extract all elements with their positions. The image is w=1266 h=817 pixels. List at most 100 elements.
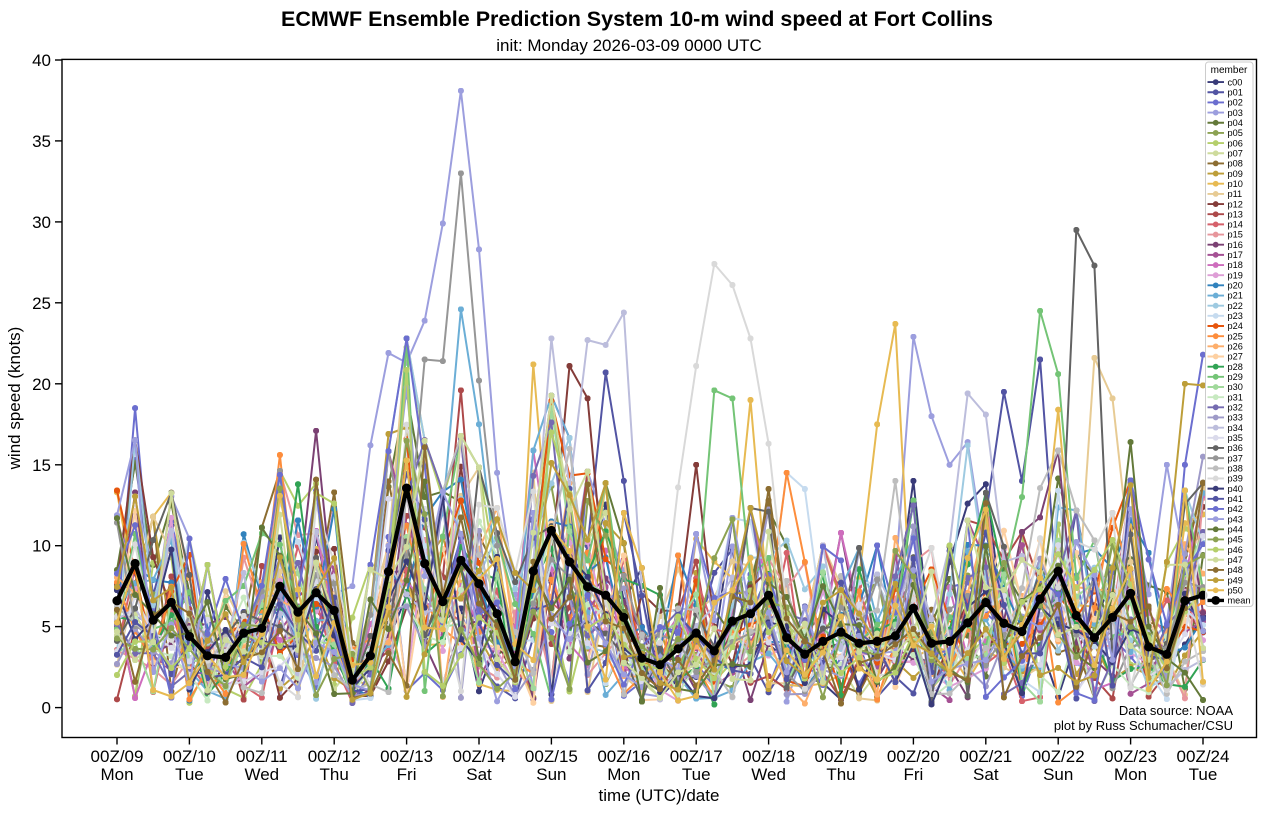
svg-text:p09: p09 — [1228, 169, 1243, 179]
svg-text:p45: p45 — [1228, 535, 1243, 545]
svg-text:Sat: Sat — [973, 765, 999, 784]
svg-text:p47: p47 — [1228, 555, 1243, 565]
svg-text:p18: p18 — [1228, 260, 1243, 270]
svg-text:p37: p37 — [1228, 453, 1243, 463]
svg-text:c00: c00 — [1228, 77, 1243, 87]
svg-text:p30: p30 — [1228, 382, 1243, 392]
svg-text:plot by Russ Schumacher/CSU: plot by Russ Schumacher/CSU — [1054, 718, 1233, 733]
svg-text:p01: p01 — [1228, 87, 1243, 97]
svg-text:00Z/23: 00Z/23 — [1104, 747, 1157, 766]
svg-text:p34: p34 — [1228, 423, 1243, 433]
svg-text:10: 10 — [32, 537, 51, 556]
svg-text:00Z/12: 00Z/12 — [308, 747, 361, 766]
svg-text:25: 25 — [32, 294, 51, 313]
svg-text:p49: p49 — [1228, 575, 1243, 585]
svg-text:Fri: Fri — [397, 765, 417, 784]
svg-text:p10: p10 — [1228, 179, 1243, 189]
svg-text:p35: p35 — [1228, 433, 1243, 443]
svg-text:20: 20 — [32, 375, 51, 394]
svg-text:35: 35 — [32, 132, 51, 151]
svg-text:0: 0 — [42, 699, 51, 718]
svg-text:40: 40 — [32, 51, 51, 70]
svg-text:Fri: Fri — [903, 765, 923, 784]
svg-text:00Z/13: 00Z/13 — [380, 747, 433, 766]
svg-text:5: 5 — [42, 618, 51, 637]
svg-text:p21: p21 — [1228, 291, 1243, 301]
svg-text:time (UTC)/date: time (UTC)/date — [599, 786, 720, 805]
svg-text:p33: p33 — [1228, 413, 1243, 423]
svg-text:Wed: Wed — [244, 765, 279, 784]
svg-text:Thu: Thu — [826, 765, 855, 784]
svg-text:p04: p04 — [1228, 118, 1243, 128]
svg-text:p20: p20 — [1228, 281, 1243, 291]
svg-text:member: member — [1211, 65, 1248, 76]
svg-text:00Z/18: 00Z/18 — [742, 747, 795, 766]
svg-text:p05: p05 — [1228, 128, 1243, 138]
svg-text:00Z/17: 00Z/17 — [670, 747, 723, 766]
svg-text:p26: p26 — [1228, 342, 1243, 352]
svg-text:p15: p15 — [1228, 230, 1243, 240]
svg-text:p43: p43 — [1228, 514, 1243, 524]
svg-text:Tue: Tue — [682, 765, 711, 784]
svg-text:Mon: Mon — [607, 765, 640, 784]
svg-text:Sun: Sun — [1043, 765, 1073, 784]
svg-text:Data source: NOAA: Data source: NOAA — [1119, 703, 1233, 718]
svg-text:p50: p50 — [1228, 585, 1243, 595]
svg-text:Mon: Mon — [1114, 765, 1147, 784]
svg-text:p48: p48 — [1228, 565, 1243, 575]
svg-text:Sat: Sat — [466, 765, 492, 784]
svg-text:15: 15 — [32, 456, 51, 475]
svg-text:00Z/21: 00Z/21 — [959, 747, 1012, 766]
svg-text:p29: p29 — [1228, 372, 1243, 382]
svg-text:p24: p24 — [1228, 321, 1243, 331]
svg-text:00Z/14: 00Z/14 — [453, 747, 506, 766]
svg-text:p11: p11 — [1228, 189, 1243, 199]
svg-text:p42: p42 — [1228, 504, 1243, 514]
svg-text:30: 30 — [32, 213, 51, 232]
svg-text:p31: p31 — [1228, 392, 1243, 402]
svg-text:00Z/15: 00Z/15 — [525, 747, 578, 766]
svg-text:p40: p40 — [1228, 484, 1243, 494]
svg-text:p12: p12 — [1228, 199, 1243, 209]
svg-text:p14: p14 — [1228, 220, 1243, 230]
svg-text:p07: p07 — [1228, 148, 1243, 158]
svg-text:p16: p16 — [1228, 240, 1243, 250]
svg-text:00Z/11: 00Z/11 — [236, 747, 288, 766]
svg-text:p13: p13 — [1228, 209, 1243, 219]
svg-text:Mon: Mon — [100, 765, 133, 784]
svg-text:Sun: Sun — [536, 765, 566, 784]
svg-text:mean: mean — [1228, 596, 1251, 606]
svg-text:p03: p03 — [1228, 108, 1243, 118]
svg-text:00Z/16: 00Z/16 — [597, 747, 650, 766]
svg-text:p02: p02 — [1228, 98, 1243, 108]
svg-text:p27: p27 — [1228, 352, 1243, 362]
svg-text:p28: p28 — [1228, 362, 1243, 372]
svg-text:p36: p36 — [1228, 443, 1243, 453]
svg-text:p38: p38 — [1228, 463, 1243, 473]
svg-text:p17: p17 — [1228, 250, 1243, 260]
svg-text:Wed: Wed — [751, 765, 786, 784]
svg-text:p46: p46 — [1228, 545, 1243, 555]
svg-text:wind speed (knots): wind speed (knots) — [5, 327, 24, 471]
svg-text:00Z/09: 00Z/09 — [91, 747, 144, 766]
svg-text:Tue: Tue — [175, 765, 204, 784]
svg-text:p19: p19 — [1228, 270, 1243, 280]
svg-text:p32: p32 — [1228, 403, 1243, 413]
svg-text:00Z/10: 00Z/10 — [163, 747, 216, 766]
svg-text:p41: p41 — [1228, 494, 1243, 504]
svg-text:p39: p39 — [1228, 474, 1243, 484]
svg-text:p23: p23 — [1228, 311, 1243, 321]
svg-text:00Z/22: 00Z/22 — [1032, 747, 1085, 766]
svg-text:00Z/19: 00Z/19 — [815, 747, 868, 766]
svg-text:ECMWF Ensemble Prediction Syst: ECMWF Ensemble Prediction System 10-m wi… — [281, 7, 993, 31]
svg-text:00Z/24: 00Z/24 — [1177, 747, 1230, 766]
svg-text:p22: p22 — [1228, 301, 1243, 311]
svg-text:Thu: Thu — [320, 765, 349, 784]
svg-text:Tue: Tue — [1189, 765, 1218, 784]
svg-text:p06: p06 — [1228, 138, 1243, 148]
svg-text:p44: p44 — [1228, 524, 1243, 534]
svg-text:p08: p08 — [1228, 159, 1243, 169]
svg-text:init: Monday 2026-03-09 0000 U: init: Monday 2026-03-09 0000 UTC — [496, 36, 762, 55]
svg-text:00Z/20: 00Z/20 — [887, 747, 940, 766]
svg-text:p25: p25 — [1228, 331, 1243, 341]
